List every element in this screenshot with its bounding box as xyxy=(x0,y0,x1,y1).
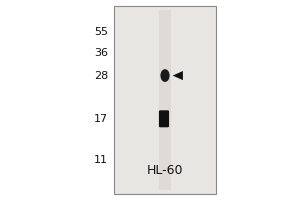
FancyBboxPatch shape xyxy=(159,110,169,127)
Text: 55: 55 xyxy=(94,27,108,37)
Text: 11: 11 xyxy=(94,155,108,165)
Text: 36: 36 xyxy=(94,48,108,58)
Bar xyxy=(114,6,216,194)
Polygon shape xyxy=(173,71,183,80)
Text: HL-60: HL-60 xyxy=(147,164,183,177)
Ellipse shape xyxy=(160,69,169,82)
Text: 28: 28 xyxy=(94,71,108,81)
Bar xyxy=(159,10,171,190)
Text: 17: 17 xyxy=(94,114,108,124)
